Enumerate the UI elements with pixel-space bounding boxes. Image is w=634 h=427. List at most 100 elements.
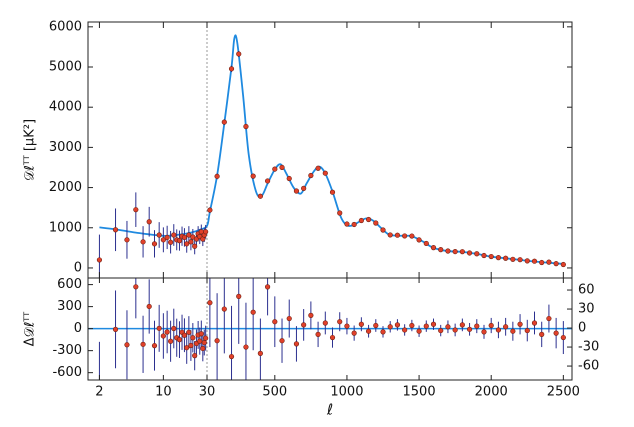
- x-tick-label: 2: [95, 385, 103, 400]
- data-point: [286, 175, 292, 182]
- data-point: [402, 233, 408, 239]
- data-point: [344, 323, 350, 329]
- data-point: [236, 293, 242, 299]
- data-point: [510, 256, 516, 262]
- data-point: [146, 303, 152, 310]
- data-point: [394, 232, 401, 238]
- y-axis-label: 𝒟ℓᵀᵀ [μK²]: [23, 119, 38, 181]
- data-point: [351, 330, 357, 336]
- top-frame: [87, 21, 573, 279]
- data-point: [197, 338, 203, 344]
- data-point: [315, 165, 321, 171]
- data-point: [438, 327, 444, 334]
- data-point: [409, 322, 415, 329]
- data-point: [445, 248, 451, 254]
- data-point: [351, 221, 357, 228]
- data-point: [510, 328, 516, 334]
- y-tick-label: 300: [57, 299, 82, 314]
- model-curve: [99, 34, 564, 265]
- data-point: [151, 343, 158, 349]
- y-axis-label: Δ𝒟ℓᵀᵀ: [23, 311, 38, 347]
- data-point: [192, 353, 198, 359]
- x-tick-label: 1000: [330, 385, 363, 400]
- data-point: [243, 123, 249, 130]
- data-point: [524, 258, 530, 264]
- data-point: [257, 350, 263, 356]
- data-point: [257, 193, 263, 199]
- y-tick-label: 1000: [49, 220, 82, 235]
- data-point: [146, 219, 152, 225]
- data-point: [466, 250, 473, 256]
- data-point: [423, 323, 429, 329]
- data-point: [553, 261, 559, 267]
- data-point: [171, 232, 177, 238]
- data-point: [279, 164, 285, 171]
- data-point: [546, 259, 552, 265]
- data-point: [221, 306, 227, 312]
- y2-tick-label: 60: [578, 283, 595, 298]
- data-point: [430, 245, 437, 251]
- y2-tick-label: 0: [578, 321, 586, 336]
- data-point: [337, 319, 343, 325]
- data-point: [373, 322, 379, 329]
- x-tick-label: 2500: [547, 385, 580, 400]
- data-point: [416, 237, 422, 243]
- data-point: [293, 341, 300, 347]
- data-point: [112, 326, 119, 332]
- data-point: [423, 240, 429, 247]
- data-point: [517, 321, 523, 327]
- data-point: [190, 335, 196, 341]
- data-point: [192, 243, 198, 249]
- y-tick-label: -300: [52, 343, 82, 358]
- data-point: [272, 319, 278, 325]
- data-point: [481, 252, 487, 259]
- data-point: [380, 329, 386, 335]
- bottom-frame: [87, 277, 573, 381]
- data-point: [315, 331, 321, 337]
- data-point: [409, 233, 415, 239]
- data-point: [459, 249, 465, 255]
- data-point: [503, 324, 509, 330]
- data-point: [198, 331, 204, 337]
- data-point: [124, 237, 130, 243]
- axes: 2 10 30 500 1000 1500 2000 25000100020003000400…: [49, 19, 599, 399]
- data-point: [236, 51, 242, 57]
- data-point: [373, 220, 379, 226]
- data-point: [337, 210, 343, 216]
- data-point: [203, 229, 209, 235]
- data-point: [151, 241, 158, 247]
- x-axis-label: ℓ: [326, 401, 333, 419]
- data-point: [140, 239, 146, 245]
- data-point: [221, 119, 227, 125]
- data-point: [402, 327, 408, 333]
- x-tick-label: 2000: [475, 385, 508, 400]
- data-point: [503, 255, 509, 261]
- data-point: [474, 323, 480, 329]
- data-point: [186, 329, 192, 335]
- bottom-plot: [88, 278, 572, 380]
- data-point: [308, 312, 314, 318]
- y-tick-label: -600: [52, 365, 82, 380]
- data-point: [186, 232, 192, 238]
- data-point: [452, 327, 458, 333]
- data-point: [214, 338, 220, 344]
- data-point: [207, 300, 213, 306]
- y-tick-label: 4000: [49, 100, 82, 115]
- data-point: [387, 232, 393, 238]
- data-point: [365, 328, 372, 334]
- data-point: [207, 207, 213, 213]
- data-point: [539, 259, 545, 266]
- y-tick-label: 0: [74, 321, 82, 336]
- data-point: [322, 320, 328, 326]
- data-point: [250, 173, 256, 179]
- data-point: [250, 309, 256, 315]
- data-point: [164, 329, 170, 335]
- data-point: [176, 238, 183, 244]
- data-point: [416, 328, 422, 334]
- data-point: [495, 327, 502, 333]
- y-tick-label: 0: [74, 260, 82, 275]
- data-point: [358, 217, 364, 224]
- data-point: [264, 284, 271, 290]
- data-point: [201, 339, 207, 346]
- data-point: [181, 332, 188, 338]
